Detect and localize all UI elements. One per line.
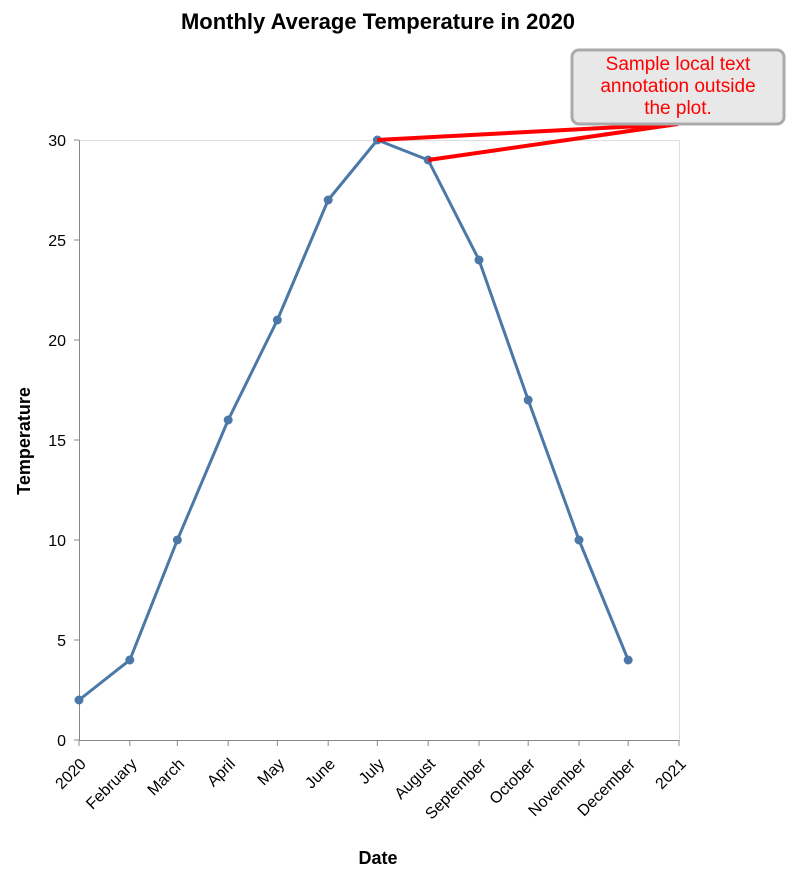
x-tick-label: March xyxy=(145,756,188,799)
y-tick-label: 20 xyxy=(48,333,66,350)
y-tick-label: 30 xyxy=(48,133,66,150)
x-tick-label: June xyxy=(302,756,339,793)
annotation-text-line: Sample local text xyxy=(606,54,751,75)
y-tick-label: 10 xyxy=(48,533,66,550)
x-tick-label: February xyxy=(83,756,140,813)
data-point xyxy=(574,535,584,545)
data-point xyxy=(74,695,84,705)
data-point xyxy=(223,415,233,425)
y-tick-label: 5 xyxy=(57,633,66,650)
x-tick-label: 2021 xyxy=(653,756,690,793)
series-layer xyxy=(74,135,633,705)
x-tick-label: May xyxy=(255,756,288,789)
data-point xyxy=(523,395,533,405)
chart-title: Monthly Average Temperature in 2020 xyxy=(181,9,575,34)
y-tick-label: 0 xyxy=(57,733,66,750)
x-axis-title: Date xyxy=(358,848,397,868)
x-tick-label: August xyxy=(392,755,440,803)
y-tick-label: 25 xyxy=(48,233,66,250)
data-point xyxy=(172,535,182,545)
data-point xyxy=(125,655,135,665)
x-tick-label: October xyxy=(487,755,540,808)
x-tick-label: 2020 xyxy=(53,756,90,793)
plot-frame xyxy=(79,140,680,741)
annotation-leader-line xyxy=(427,122,679,162)
x-tick-label: April xyxy=(204,756,239,791)
plot-border xyxy=(79,140,680,741)
data-point xyxy=(474,255,484,265)
y-axis-title: Temperature xyxy=(14,387,34,495)
annotation-text-line: the plot. xyxy=(644,98,712,119)
annotation-box xyxy=(570,48,786,126)
data-point xyxy=(323,195,333,205)
data-point xyxy=(623,655,633,665)
y-tick-label: 15 xyxy=(48,433,66,450)
data-point xyxy=(272,315,282,325)
y-axis: 0 5 10 15 20 25 30 xyxy=(48,133,80,750)
annotation-text-line: annotation outside xyxy=(600,76,755,97)
x-tick-label: July xyxy=(356,756,388,788)
series-line xyxy=(78,138,630,702)
annotation-leader-line xyxy=(377,122,679,142)
